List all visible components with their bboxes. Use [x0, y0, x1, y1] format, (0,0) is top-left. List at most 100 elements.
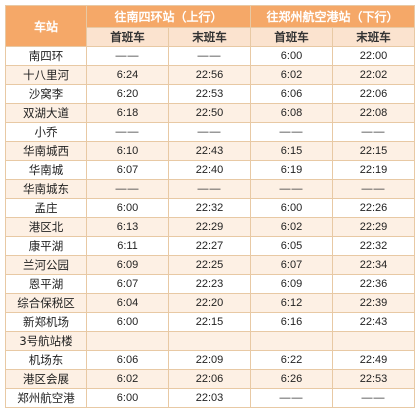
up-last-train-header: 末班车	[167, 27, 252, 47]
up-first-train-time: 6:20	[86, 84, 169, 104]
station-name: 南四环	[5, 46, 87, 66]
timetable-body: 南四环 —— —— 6:00 22:00 十八里河 6:24 22:56 6:02 22:02 沙窝…	[5, 46, 416, 408]
up-first-train-time: ——	[86, 46, 169, 66]
table-row: 十八里河 6:24 22:56 6:02 22:02	[5, 65, 416, 85]
down-last-train-time: 22:36	[332, 274, 416, 294]
up-first-train-time: ——	[86, 179, 169, 199]
down-last-train-time: 22:02	[332, 65, 416, 85]
down-last-train-time: 22:19	[332, 160, 416, 180]
station-name: 综合保税区	[5, 293, 87, 313]
up-last-train-time: 22:40	[167, 160, 252, 180]
up-first-train-time: 6:13	[86, 217, 169, 237]
station-name: 恩平湖	[5, 274, 87, 294]
timetable-container: 车站 往南四环站（上行） 往郑州航空港站（下行） 首班车 末班车 首班车 末班车…	[5, 5, 416, 408]
down-first-train-time: 6:07	[250, 255, 334, 275]
down-last-train-time	[332, 331, 416, 351]
station-name: 港区会展	[5, 369, 87, 389]
down-first-train-header: 首班车	[250, 27, 334, 47]
station-name: 港区北	[5, 217, 87, 237]
table-row: 孟庄 6:00 22:32 6:00 22:26	[5, 198, 416, 218]
up-last-train-time: 22:06	[167, 369, 252, 389]
table-row: 华南城东 —— —— —— ——	[5, 179, 416, 199]
up-last-train-time: 22:15	[167, 312, 252, 332]
down-last-train-time: 22:06	[332, 84, 416, 104]
station-name: 华南城东	[5, 179, 87, 199]
down-last-train-time: 22:32	[332, 236, 416, 256]
up-last-train-time: 22:53	[167, 84, 252, 104]
up-last-train-time	[167, 331, 252, 351]
up-last-train-time: 22:23	[167, 274, 252, 294]
up-first-train-time: 6:09	[86, 255, 169, 275]
table-row: 华南城 6:07 22:40 6:19 22:19	[5, 160, 416, 180]
table-row: 兰河公园 6:09 22:25 6:07 22:34	[5, 255, 416, 275]
station-name: 华南城西	[5, 141, 87, 161]
timetable-header: 车站 往南四环站（上行） 往郑州航空港站（下行） 首班车 末班车 首班车 末班车	[5, 5, 416, 47]
station-name: 3号航站楼	[5, 331, 87, 351]
station-name: 华南城	[5, 160, 87, 180]
down-first-train-time: 6:19	[250, 160, 334, 180]
up-first-train-time: 6:11	[86, 236, 169, 256]
up-first-train-time: 6:02	[86, 369, 169, 389]
up-first-train-time	[86, 331, 169, 351]
table-row: 郑州航空港 6:00 22:03 —— ——	[5, 388, 416, 408]
up-last-train-time: 22:25	[167, 255, 252, 275]
up-last-train-time: 22:32	[167, 198, 252, 218]
table-row: 华南城西 6:10 22:43 6:15 22:15	[5, 141, 416, 161]
down-last-train-time: 22:15	[332, 141, 416, 161]
up-first-train-time: 6:07	[86, 274, 169, 294]
down-first-train-time: 6:02	[250, 217, 334, 237]
down-last-train-time: 22:39	[332, 293, 416, 313]
station-name: 小乔	[5, 122, 87, 142]
down-last-train-time: 22:34	[332, 255, 416, 275]
down-first-train-time: 6:09	[250, 274, 334, 294]
table-row: 康平湖 6:11 22:27 6:05 22:32	[5, 236, 416, 256]
station-name: 康平湖	[5, 236, 87, 256]
table-row: 双湖大道 6:18 22:50 6:08 22:08	[5, 103, 416, 123]
down-first-train-time: 6:00	[250, 46, 334, 66]
up-first-train-time: 6:00	[86, 312, 169, 332]
down-last-train-time: 22:26	[332, 198, 416, 218]
down-first-train-time: ——	[250, 122, 334, 142]
up-last-train-time: 22:20	[167, 293, 252, 313]
down-last-train-time: 22:53	[332, 369, 416, 389]
down-first-train-time	[250, 331, 334, 351]
up-first-train-time: 6:00	[86, 198, 169, 218]
direction-up-header: 往南四环站（上行）	[85, 5, 252, 28]
down-first-train-time: 6:05	[250, 236, 334, 256]
down-last-train-time: 22:00	[332, 46, 416, 66]
up-first-train-header: 首班车	[86, 27, 169, 47]
down-first-train-time: 6:22	[250, 350, 334, 370]
down-last-train-time: 22:29	[332, 217, 416, 237]
down-last-train-time: ——	[332, 179, 416, 199]
down-last-train-header: 末班车	[332, 27, 416, 47]
table-row: 综合保税区 6:04 22:20 6:12 22:39	[5, 293, 416, 313]
down-last-train-time: 22:08	[332, 103, 416, 123]
down-last-train-time: ——	[332, 388, 416, 408]
station-name: 沙窝李	[5, 84, 87, 104]
direction-down-header: 往郑州航空港站（下行）	[250, 5, 416, 28]
down-first-train-time: 6:06	[250, 84, 334, 104]
station-name: 十八里河	[5, 65, 87, 85]
up-last-train-time: 22:50	[167, 103, 252, 123]
down-first-train-time: ——	[250, 388, 334, 408]
up-first-train-time: 6:06	[86, 350, 169, 370]
down-last-train-time: ——	[332, 122, 416, 142]
table-row: 港区北 6:13 22:29 6:02 22:29	[5, 217, 416, 237]
station-column-header: 车站	[5, 5, 87, 47]
down-first-train-time: 6:26	[250, 369, 334, 389]
down-first-train-time: 6:16	[250, 312, 334, 332]
table-row: 新郑机场 6:00 22:15 6:16 22:43	[5, 312, 416, 332]
up-last-train-time: 22:09	[167, 350, 252, 370]
table-row: 南四环 —— —— 6:00 22:00	[5, 46, 416, 66]
station-name: 新郑机场	[5, 312, 87, 332]
table-row: 港区会展 6:02 22:06 6:26 22:53	[5, 369, 416, 389]
table-row: 沙窝李 6:20 22:53 6:06 22:06	[5, 84, 416, 104]
station-name: 机场东	[5, 350, 87, 370]
up-last-train-time: 22:56	[167, 65, 252, 85]
station-name: 双湖大道	[5, 103, 87, 123]
table-row: 恩平湖 6:07 22:23 6:09 22:36	[5, 274, 416, 294]
down-first-train-time: ——	[250, 179, 334, 199]
up-first-train-time: 6:04	[86, 293, 169, 313]
up-last-train-time: 22:43	[167, 141, 252, 161]
station-name: 兰河公园	[5, 255, 87, 275]
